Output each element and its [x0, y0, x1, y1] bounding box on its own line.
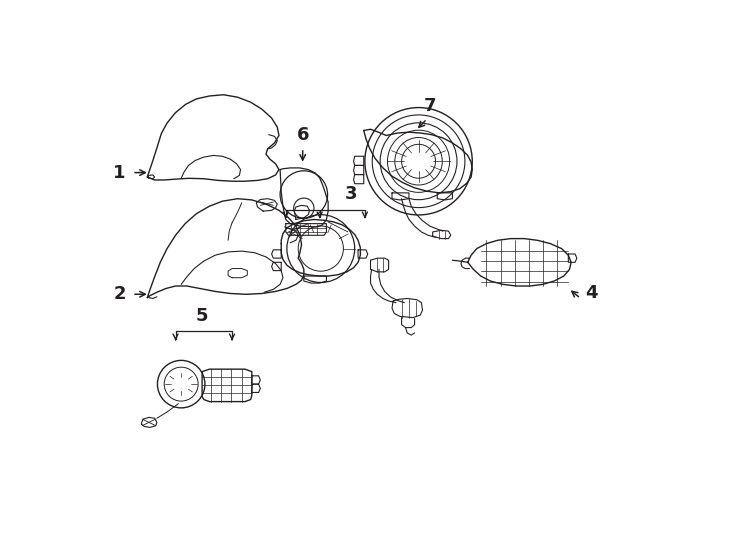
Text: 2: 2 — [114, 285, 126, 303]
Text: 5: 5 — [196, 307, 208, 325]
Text: 1: 1 — [114, 164, 126, 181]
Text: 4: 4 — [585, 284, 597, 302]
Text: 7: 7 — [424, 97, 436, 114]
Text: 3: 3 — [344, 185, 357, 203]
Text: 6: 6 — [297, 126, 309, 144]
